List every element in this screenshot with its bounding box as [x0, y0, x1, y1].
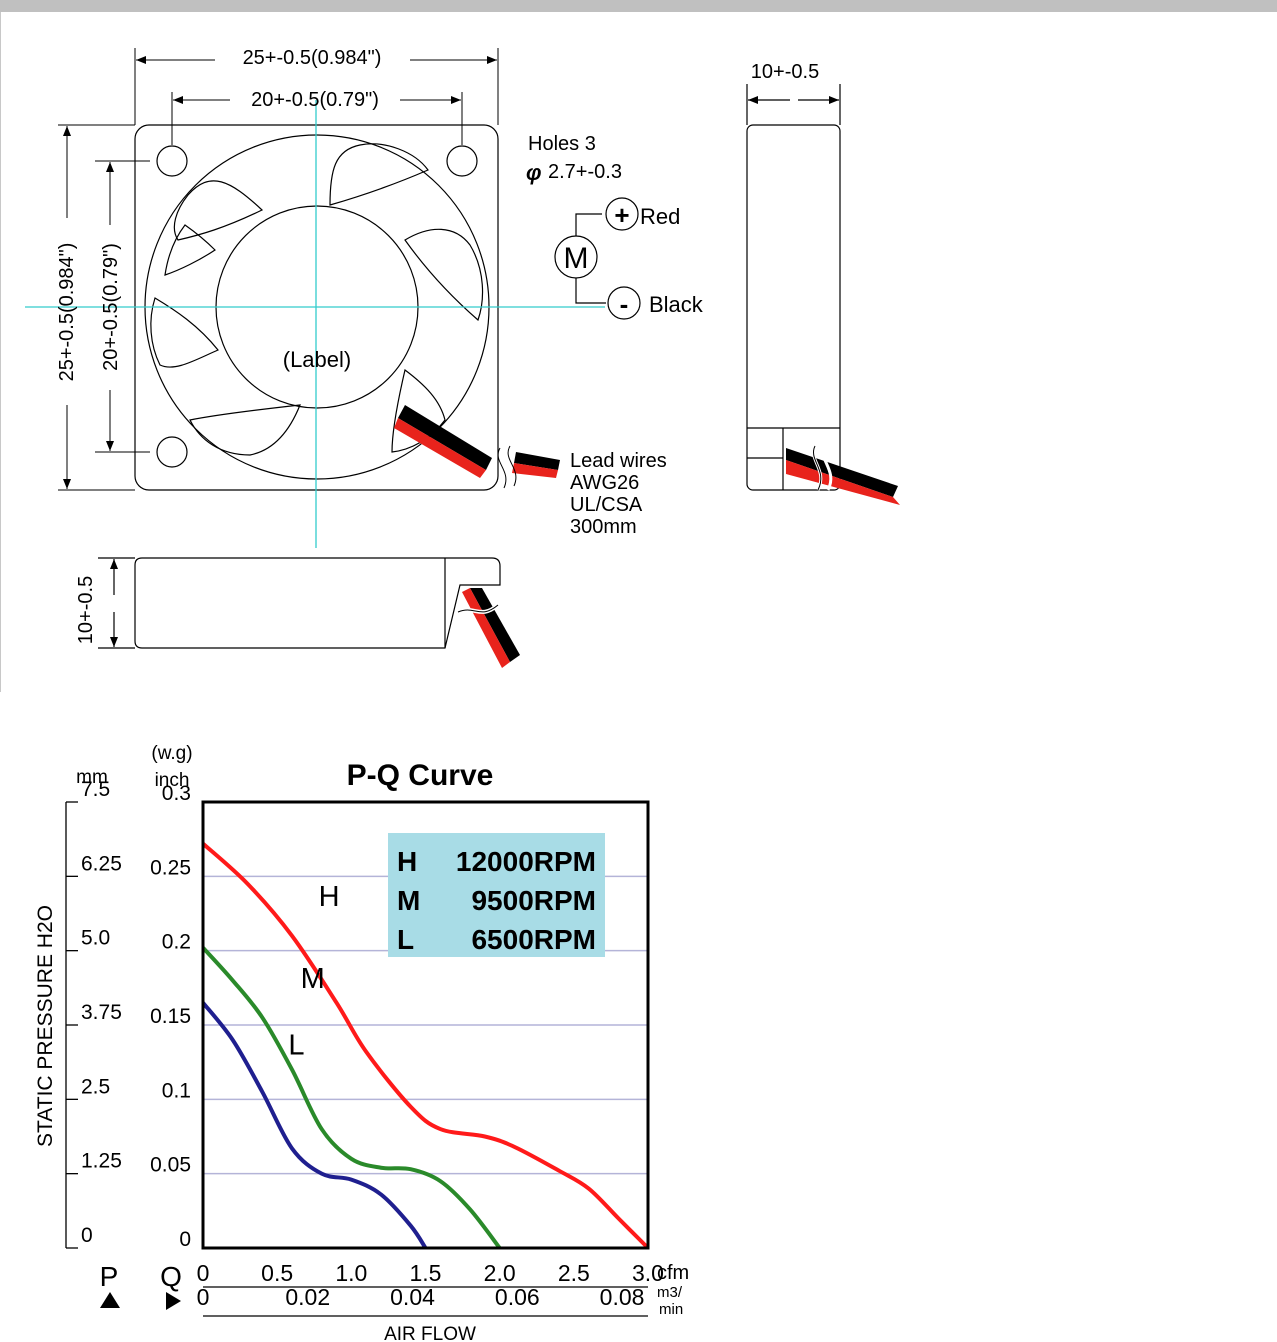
lead-wires-line-3: UL/CSA	[570, 494, 643, 516]
cfm-tick-label: 1.0	[335, 1260, 367, 1286]
curve-label-H: H	[319, 881, 340, 913]
mount-hole-tr	[446, 145, 478, 177]
side-lead-wires	[786, 445, 900, 505]
inch-tick-label: 0.25	[150, 856, 191, 879]
series-line-L	[201, 1001, 428, 1250]
plot-border	[201, 800, 650, 1250]
cfm-tick-label: 0.5	[261, 1260, 293, 1286]
m3-tick-label: 0.02	[285, 1284, 330, 1310]
m3-unit-top: m3/	[657, 1284, 683, 1301]
mm-tick-label: 3.75	[81, 1001, 122, 1024]
m3-tick-label: 0.06	[495, 1284, 540, 1310]
side-view	[746, 84, 841, 491]
bottom-lead-wires	[457, 588, 520, 668]
series-line-H	[201, 842, 650, 1250]
curve-label-L: L	[288, 1030, 304, 1062]
black-wire-label: Black	[649, 292, 704, 317]
y-axis-label: STATIC PRESSURE H2O	[34, 905, 57, 1147]
bottom-body	[134, 557, 501, 649]
inch-tick-label: 0	[179, 1228, 191, 1251]
top-dimensions	[134, 48, 499, 145]
fan-blades	[150, 143, 484, 456]
motor-symbol: M	[564, 242, 589, 275]
plus-terminal	[605, 197, 639, 231]
legend-background	[388, 833, 605, 957]
legend-box: H 12000RPM M 9500RPM L 6500RPM	[388, 833, 605, 957]
cfm-tick-label: 2.5	[558, 1260, 590, 1286]
cfm-tick-label: 0	[197, 1260, 210, 1286]
m3-tick-label: 0	[197, 1284, 210, 1310]
m3-tick-label: 0.04	[390, 1284, 435, 1310]
curve-label-M: M	[301, 963, 325, 995]
inch-tick-label: 0.3	[162, 782, 191, 805]
minus-symbol: -	[620, 289, 629, 319]
phi-symbol: φ	[526, 160, 541, 185]
left-dimensions	[58, 124, 150, 491]
q-arrow-icon	[166, 1292, 181, 1310]
dim-height-inner: 20+-0.5(0.79")	[100, 243, 122, 371]
lead-wires-line-4: 300mm	[570, 516, 637, 538]
cfm-unit: cfm	[657, 1262, 689, 1284]
mm-tick-label: 1.25	[81, 1150, 122, 1173]
mount-hole-tl	[156, 145, 188, 177]
mm-tick-label: 6.25	[81, 852, 122, 875]
dim-depth-side: 10+-0.5	[751, 61, 819, 83]
lead-wires-line-2: AWG26	[570, 472, 639, 494]
legend-key-M: M	[397, 885, 420, 916]
legend-rpm-M: 9500RPM	[471, 885, 596, 916]
cfm-tick-label: 2.0	[484, 1260, 516, 1286]
minus-terminal	[607, 286, 641, 320]
p-label: P	[100, 1261, 119, 1292]
m3-unit-bottom: min	[659, 1301, 683, 1318]
unit-mm: mm	[76, 767, 108, 788]
holes-label: Holes 3	[528, 133, 596, 155]
chart-title: P-Q Curve	[347, 759, 494, 792]
unit-wg: (w.g)	[151, 743, 192, 764]
mm-tick-label: 7.5	[81, 778, 110, 801]
cfm-tick-label: 1.5	[410, 1260, 442, 1286]
holes-dim: 2.7+-0.3	[548, 161, 622, 183]
dim-depth-bottom: 10+-0.5	[75, 576, 97, 644]
red-wire-label: Red	[640, 204, 680, 229]
legend-key-L: L	[397, 924, 414, 955]
front-view	[134, 124, 560, 491]
inch-tick-label: 0.15	[150, 1005, 191, 1028]
legend-key-H: H	[397, 846, 417, 877]
bottom-view	[98, 557, 501, 649]
mm-axis: 7.5 6.25 5.0 3.75 2.5 1.25 0	[65, 778, 122, 1249]
legend-rpm-H: 12000RPM	[456, 846, 596, 877]
plus-symbol: +	[614, 200, 629, 230]
lead-wires-line-1: Lead wires	[570, 450, 667, 472]
m3-tick-label: 0.08	[600, 1284, 645, 1310]
front-lead-wires	[394, 405, 560, 478]
mm-tick-label: 5.0	[81, 927, 110, 950]
curve-labels: H M L	[288, 881, 339, 1062]
x-axis-label: AIR FLOW	[384, 1324, 476, 1342]
mount-hole-bl	[156, 436, 188, 468]
unit-inch: inch	[155, 770, 190, 791]
inch-tick-label: 0.1	[162, 1079, 191, 1102]
chart-curves	[201, 842, 650, 1250]
cfm-tick-label: 3.0	[632, 1260, 664, 1286]
p-arrow-icon	[100, 1292, 120, 1308]
dim-width-inner: 20+-0.5(0.79")	[251, 89, 379, 111]
legend-rpm-L: 6500RPM	[471, 924, 596, 955]
mm-tick-label: 2.5	[81, 1075, 110, 1098]
motor-schematic	[554, 197, 641, 320]
left-frame-border	[0, 12, 1, 692]
inch-tick-label: 0.05	[150, 1154, 191, 1177]
series-line-M	[201, 946, 502, 1250]
q-label: Q	[160, 1261, 182, 1292]
dim-height-outer: 25+-0.5(0.984")	[56, 243, 78, 382]
dim-width-outer: 25+-0.5(0.984")	[243, 47, 382, 69]
inch-tick-label: 0.2	[162, 931, 191, 954]
top-frame-bar	[0, 0, 1277, 12]
inch-tick-labels: 0.3 0.25 0.2 0.15 0.1 0.05 0	[150, 782, 191, 1251]
hub-label: (Label)	[283, 347, 351, 372]
mm-tick-label: 0	[81, 1224, 93, 1247]
side-body	[746, 124, 841, 491]
